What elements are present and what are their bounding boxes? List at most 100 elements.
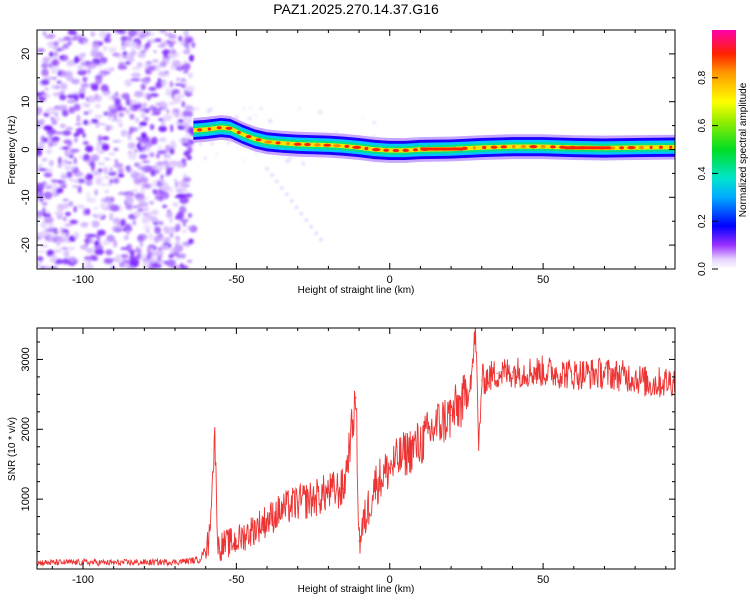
- snr-point: [404, 453, 406, 455]
- ridge-core: [314, 143, 321, 147]
- noise-blob: [169, 218, 173, 223]
- noise-blob: [91, 85, 99, 91]
- noise-blob: [65, 145, 71, 150]
- noise-blob: [45, 107, 56, 115]
- noise-blob: [88, 109, 93, 115]
- noise-blob: [169, 248, 174, 253]
- noise-blob: [85, 175, 89, 181]
- noise-blob: [49, 183, 59, 192]
- noise-blob: [136, 197, 146, 201]
- ridge-core: [293, 142, 302, 146]
- noise-blob: [139, 154, 148, 160]
- y-tick-label: -20: [20, 237, 32, 253]
- noise-blob: [80, 265, 91, 269]
- noise-blob: [159, 42, 165, 47]
- noise-blob: [53, 111, 59, 117]
- colorbar-tick-label: 0.8: [697, 70, 708, 84]
- noise-blob: [80, 244, 88, 250]
- noise-blob: [62, 232, 66, 237]
- noise-blob: [187, 213, 193, 218]
- noise-blob: [116, 105, 123, 112]
- y-tick-label: -10: [20, 189, 32, 205]
- noise-blob: [44, 87, 49, 91]
- noise-blob: [63, 43, 70, 49]
- noise-blob: [144, 196, 149, 200]
- ridge-core: [540, 145, 546, 149]
- noise-blob: [172, 202, 179, 207]
- noise-blob: [145, 70, 152, 75]
- noise-blob: [166, 259, 176, 267]
- noise-blob: [63, 250, 70, 258]
- noise-blob: [96, 51, 104, 58]
- noise-blob: [80, 82, 90, 88]
- noise-blob: [86, 197, 96, 203]
- noise-blob: [43, 172, 53, 178]
- noise-blob: [45, 238, 54, 242]
- noise-blob: [78, 92, 85, 99]
- noise-dot: [301, 161, 305, 166]
- noise-blob: [184, 193, 193, 198]
- noise-dot: [227, 141, 231, 145]
- noise-blob: [41, 68, 49, 77]
- ridge-core: [392, 148, 400, 153]
- noise-blob: [80, 40, 84, 44]
- noise-blob: [182, 173, 187, 178]
- x-tick-label: 50: [537, 574, 549, 586]
- streak-dot: [305, 218, 308, 222]
- noise-blob: [68, 256, 77, 262]
- noise-blob: [64, 223, 73, 227]
- colorbar-tick-label: 0.2: [697, 214, 708, 228]
- snr-point: [208, 541, 210, 544]
- noise-blob: [109, 166, 113, 173]
- noise-blob: [142, 212, 147, 216]
- noise-blob: [167, 152, 171, 161]
- noise-blob: [50, 84, 56, 90]
- noise-blob: [158, 221, 164, 225]
- noise-blob: [94, 189, 98, 196]
- noise-blob: [74, 137, 78, 143]
- noise-blob: [97, 162, 105, 166]
- noise-blob: [132, 128, 137, 132]
- noise-blob: [52, 45, 60, 51]
- noise-blob: [43, 183, 51, 188]
- noise-blob: [41, 157, 48, 162]
- noise-blob: [58, 55, 65, 59]
- noise-blob: [55, 131, 64, 135]
- noise-blob: [114, 30, 125, 34]
- noise-blob: [150, 39, 157, 44]
- noise-blob: [37, 210, 43, 217]
- noise-blob: [163, 191, 169, 200]
- noise-blob: [116, 118, 123, 125]
- ridge-core: [275, 141, 281, 145]
- noise-blob: [159, 236, 168, 243]
- noise-blob: [61, 258, 71, 265]
- noise-blob: [142, 225, 152, 230]
- noise-blob: [109, 204, 120, 212]
- noise-blob: [120, 247, 129, 250]
- snr-point: [603, 372, 606, 374]
- noise-blob: [91, 44, 101, 49]
- noise-blob: [65, 126, 74, 131]
- noise-dot: [268, 119, 273, 123]
- noise-blob: [58, 182, 68, 187]
- noise-blob: [179, 196, 189, 204]
- noise-blob: [37, 262, 41, 267]
- noise-blob: [103, 157, 111, 161]
- noise-blob: [175, 223, 181, 232]
- noise-blob: [108, 46, 117, 54]
- noise-blob: [158, 125, 167, 132]
- noise-blob: [67, 94, 77, 99]
- streak-dot: [270, 173, 274, 177]
- y-tick-label: 20: [20, 48, 32, 60]
- noise-blob: [126, 249, 136, 253]
- noise-blob: [91, 155, 99, 162]
- noise-blob: [83, 207, 87, 216]
- noise-blob: [179, 218, 189, 223]
- ridge-core: [658, 145, 663, 149]
- x-tick-label: 0: [387, 274, 393, 286]
- spectrogram-noise: [37, 30, 376, 269]
- noise-blob: [153, 235, 160, 243]
- noise-blob: [42, 57, 50, 64]
- noise-blob: [37, 250, 45, 253]
- ridge-core: [333, 144, 341, 148]
